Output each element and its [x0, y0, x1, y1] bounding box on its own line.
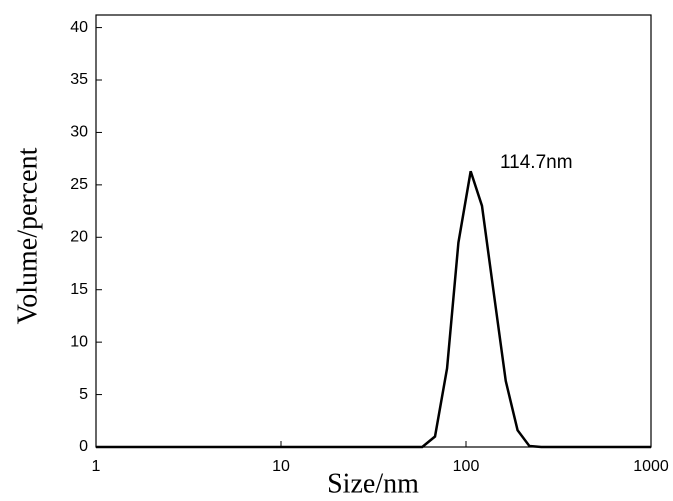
x-tick-label: 1000 — [633, 458, 669, 475]
x-axis-title: Size/nm — [327, 468, 419, 499]
y-tick-label: 25 — [70, 176, 88, 193]
y-tick-label: 35 — [70, 71, 88, 88]
y-tick-label: 5 — [79, 386, 88, 403]
line — [96, 170, 651, 449]
y-tick-label: 40 — [70, 19, 88, 36]
x-tick-label: 100 — [453, 458, 480, 475]
x-tick-label: 10 — [272, 458, 290, 475]
x-tick-label: 1 — [92, 458, 101, 475]
y-axis-title: Volume/percent — [12, 147, 43, 324]
y-tick-label: 20 — [70, 229, 88, 246]
plot-frame — [95, 14, 652, 448]
annotation: 114.7nm — [500, 152, 573, 173]
y-tick-label: 10 — [70, 333, 88, 350]
y-tick-label: 0 — [79, 438, 88, 455]
y-tick-label: 30 — [70, 124, 88, 141]
y-tick-label: 15 — [70, 281, 88, 298]
